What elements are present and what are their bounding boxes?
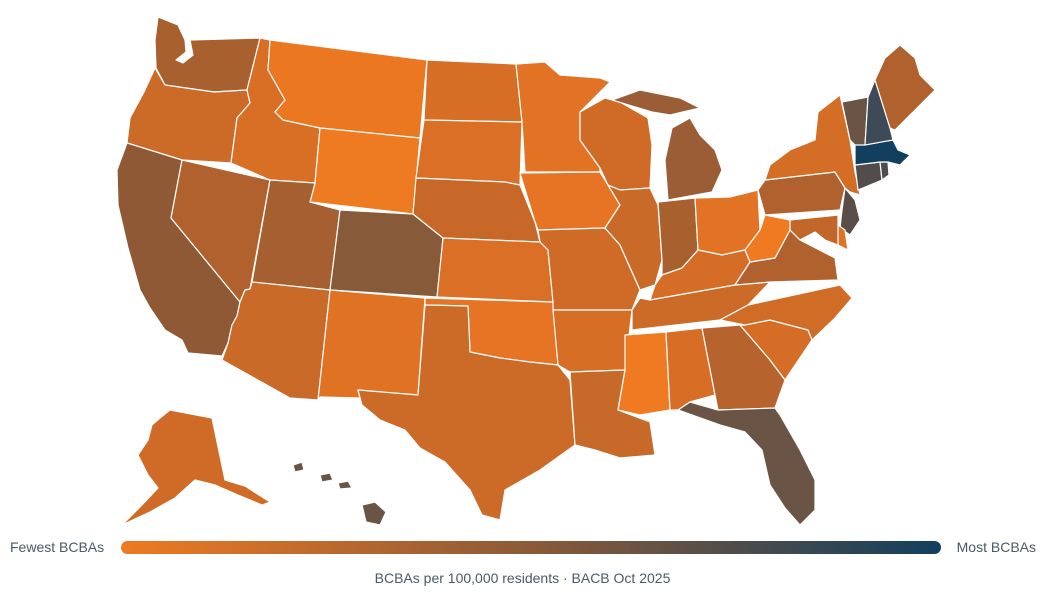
legend-high-label: Most BCBAs [956,539,1036,555]
us-states-choropleth-map [116,16,936,526]
legend-gradient-bar [121,541,941,554]
state-ma[interactable] [854,139,911,166]
state-ne[interactable] [412,177,541,243]
state-ct[interactable] [854,161,883,191]
state-ia[interactable] [519,171,621,231]
state-nc[interactable] [719,284,853,341]
state-md[interactable] [789,214,839,246]
state-vt[interactable] [841,96,869,146]
state-hi[interactable] [292,461,387,526]
legend-low-label: Fewest BCBAs [10,539,105,555]
state-mi[interactable] [611,89,723,201]
state-nh[interactable] [864,79,894,146]
map-caption: BCBAs per 100,000 residents · BACB Oct 2… [374,570,671,586]
state-me[interactable] [874,44,936,131]
state-ar[interactable] [552,309,633,373]
state-ms[interactable] [617,331,671,416]
state-ks[interactable] [436,237,554,303]
legend: Fewest BCBAs Most BCBAs [0,538,1045,560]
state-fl[interactable] [677,401,816,526]
state-il[interactable] [604,184,663,291]
state-ri[interactable] [879,161,890,181]
state-ak[interactable] [121,409,271,526]
state-nm[interactable] [317,289,426,401]
state-nd[interactable] [423,59,523,123]
state-sd[interactable] [415,119,523,186]
state-wy[interactable] [309,127,421,215]
state-mt[interactable] [267,39,428,139]
state-wa[interactable] [154,16,261,93]
state-tx[interactable] [357,304,576,521]
state-nj[interactable] [839,187,861,236]
